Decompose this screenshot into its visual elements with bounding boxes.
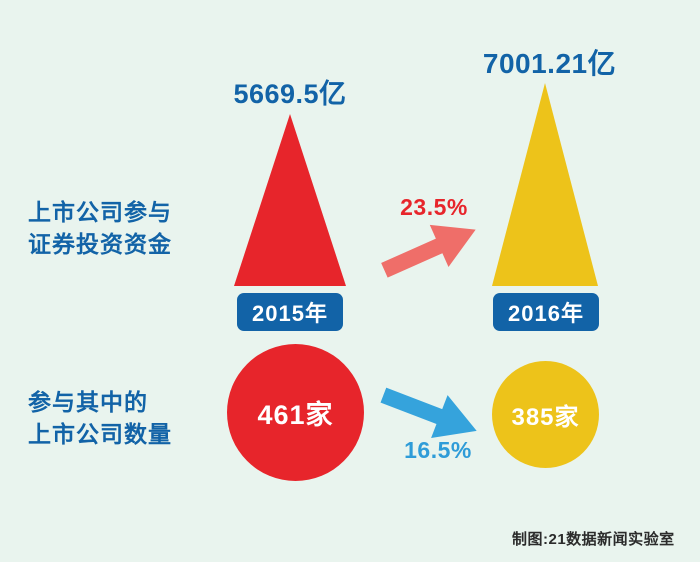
year-badge-2016: 2016年 (493, 293, 599, 331)
triangle-2016-yellow (492, 83, 598, 286)
funds-value-2015: 5669.5亿 (233, 79, 347, 109)
companies-value-2016: 385家 (511, 404, 580, 431)
triangle-2015-red (234, 114, 346, 286)
companies-label-line2: 上市公司数量 (28, 421, 172, 448)
decline-arrow-icon (373, 369, 486, 457)
growth-arrow-icon (373, 204, 487, 296)
companies-circle-2016: 385家 (492, 361, 599, 468)
funds-value-2016: 7001.21亿 (482, 48, 617, 79)
funds-label-line2: 证券投资资金 (28, 231, 172, 258)
year-badge-2015: 2015年 (237, 293, 343, 331)
credit-line: 制图:21数据新闻实验室 (512, 531, 675, 548)
companies-circle-2015: 461家 (227, 344, 364, 481)
funds-change-percent: 23.5% (400, 194, 468, 220)
funds-label-line1: 上市公司参与 (28, 199, 172, 225)
funds-category-label: 上市公司参与 证券投资资金 (28, 196, 208, 260)
companies-change-percent: 16.5% (404, 437, 472, 463)
companies-category-label: 参与其中的 上市公司数量 (28, 386, 218, 450)
companies-label-line1: 参与其中的 (28, 389, 148, 415)
companies-value-2015: 461家 (257, 400, 334, 430)
